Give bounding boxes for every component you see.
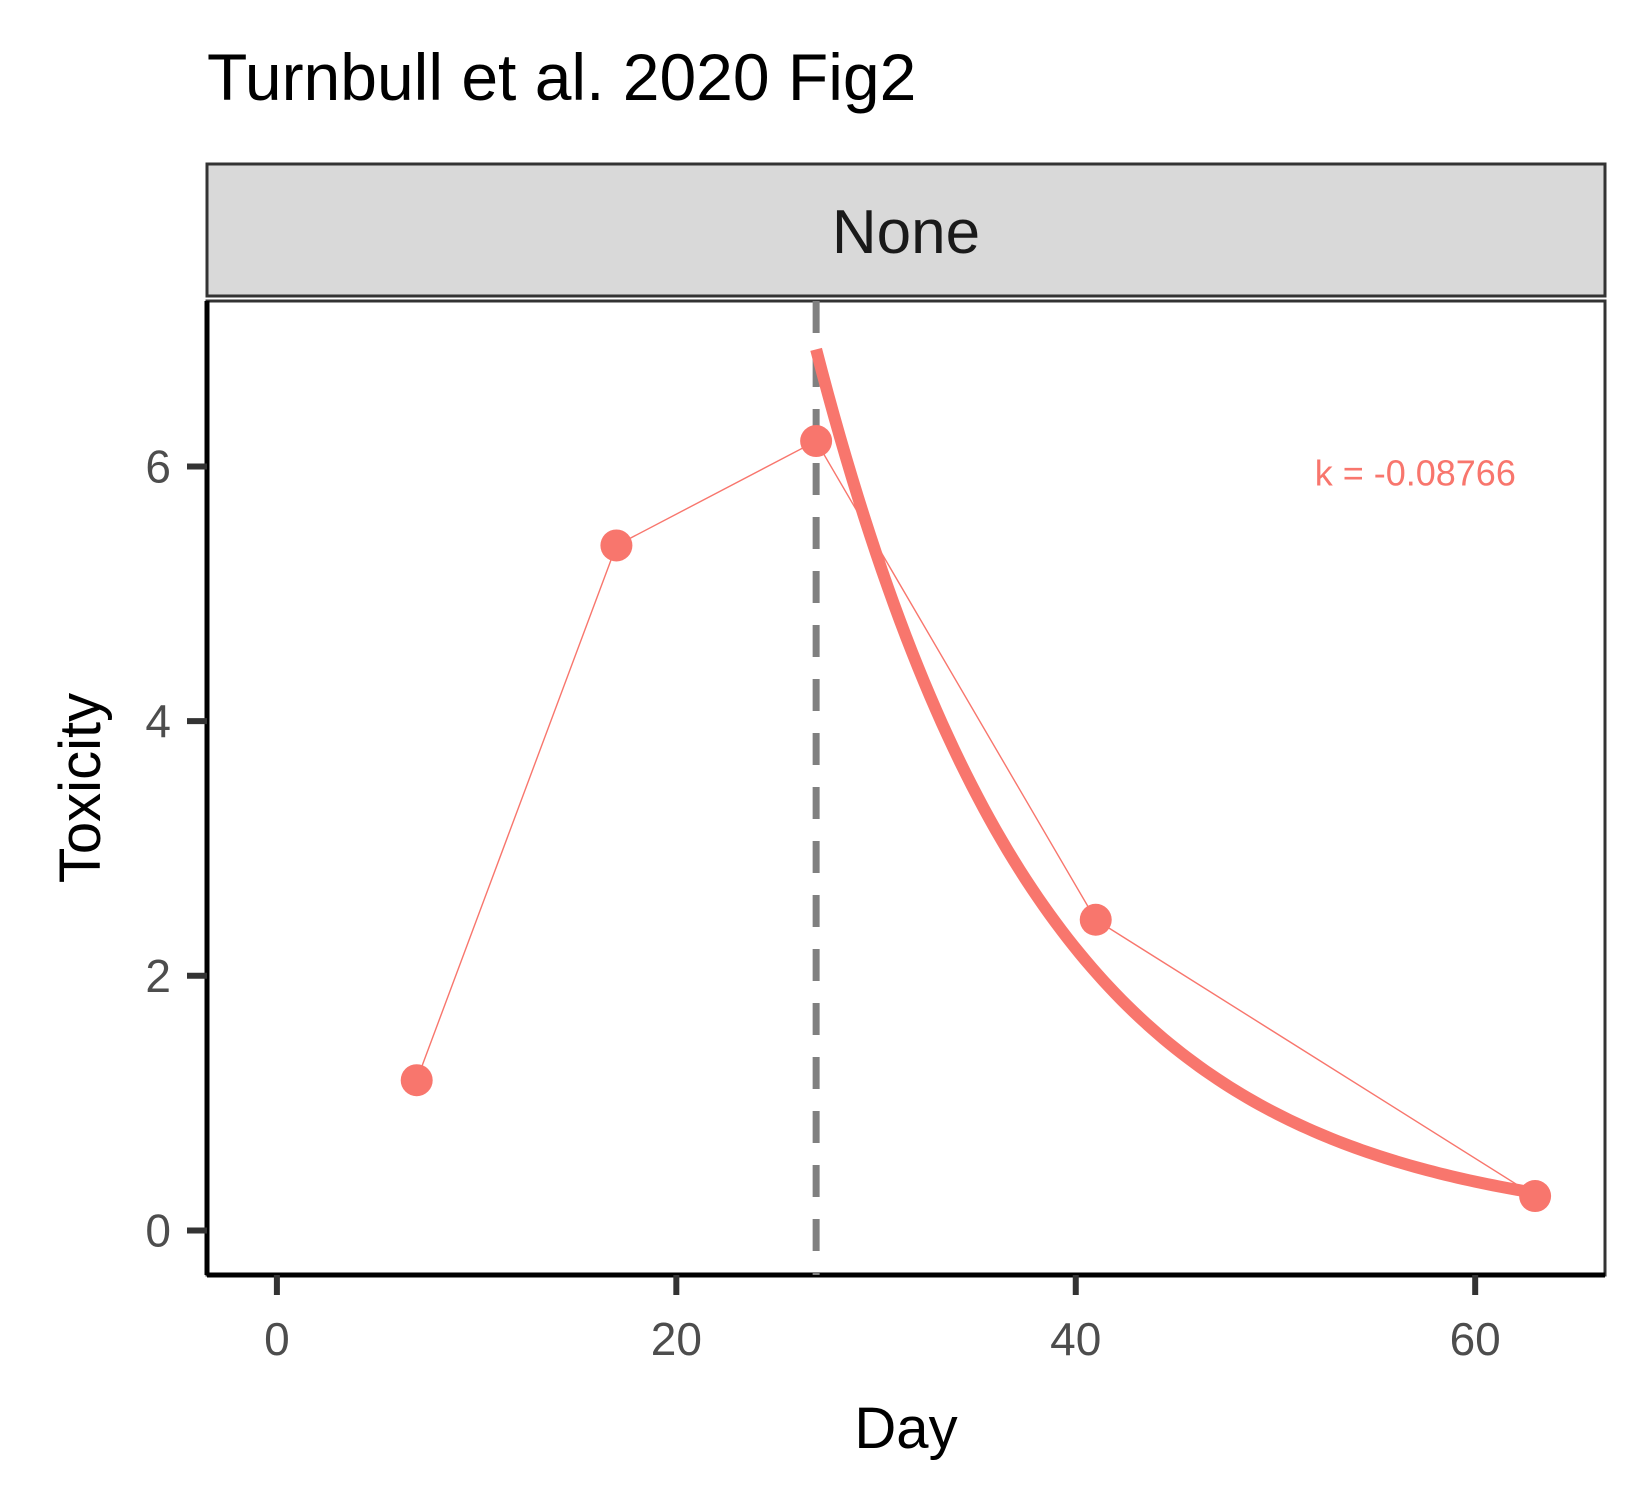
y-tick-label: 2 [145, 950, 171, 1002]
data-point [600, 529, 633, 562]
chart-title: Turnbull et al. 2020 Fig2 [207, 40, 916, 114]
y-tick-label: 6 [145, 441, 171, 493]
plot-panel [205, 299, 1607, 1277]
data-point [800, 425, 833, 458]
x-tick-label: 60 [1450, 1313, 1501, 1365]
x-axis-title: Day [854, 1396, 957, 1461]
x-tick-label: 40 [1050, 1313, 1101, 1365]
data-point [1079, 903, 1112, 936]
y-tick-label: 0 [145, 1204, 171, 1256]
x-tick-label: 0 [264, 1313, 290, 1365]
facet-strip-label: None [832, 198, 980, 267]
data-point [400, 1064, 433, 1097]
decay-rate-annotation: k = -0.08766 [1315, 453, 1516, 494]
exponential-fit-curve [810, 347, 1537, 1199]
x-tick-label: 20 [651, 1313, 702, 1365]
y-axis-title: Toxicity [48, 693, 113, 883]
facet-strip [205, 162, 1607, 298]
y-tick-label: 4 [145, 695, 171, 747]
data-point [1519, 1180, 1552, 1213]
